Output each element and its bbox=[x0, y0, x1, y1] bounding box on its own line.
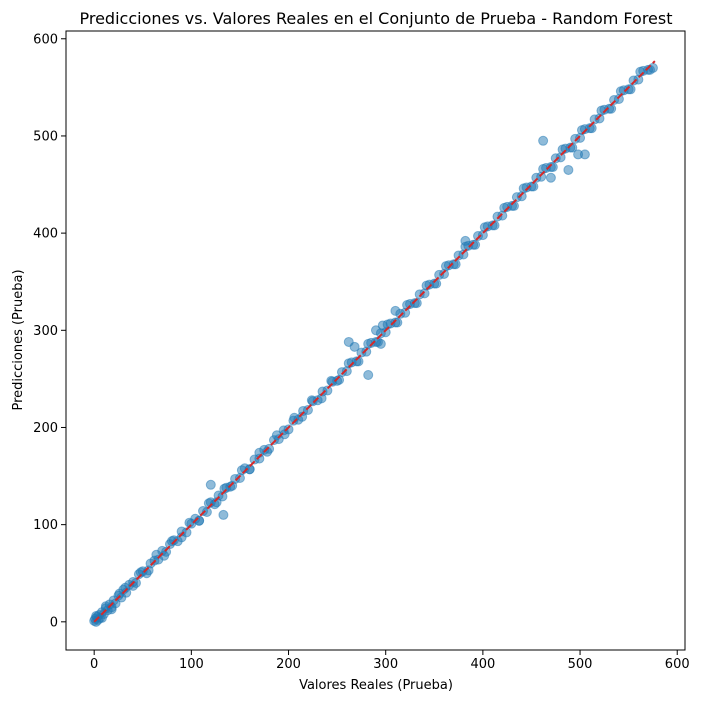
x-tick-label: 100 bbox=[179, 657, 204, 672]
scatter-point bbox=[363, 370, 374, 380]
y-tick-label: 0 bbox=[50, 615, 58, 630]
scatter-point bbox=[579, 149, 590, 160]
y-tick-label: 400 bbox=[33, 227, 58, 242]
x-tick-label: 400 bbox=[470, 657, 495, 672]
scatter-point bbox=[302, 404, 313, 415]
plot-frame bbox=[65, 30, 686, 651]
scatter-point bbox=[205, 479, 216, 490]
x-axis-ticks: 0 100 200 300 400 500 600 bbox=[90, 650, 690, 672]
scatter-point bbox=[227, 480, 238, 491]
scatter-point bbox=[390, 305, 401, 316]
x-axis-label: Valores Reales (Prueba) bbox=[299, 678, 453, 693]
x-tick-label: 200 bbox=[276, 657, 301, 672]
scatter-point bbox=[460, 235, 471, 246]
y-axis-label: Predicciones (Prueba) bbox=[11, 269, 26, 410]
scatter-point bbox=[218, 509, 229, 520]
x-tick-label: 500 bbox=[568, 657, 593, 672]
scatter-point bbox=[114, 588, 125, 599]
scatter-point bbox=[322, 385, 333, 396]
scatter-point bbox=[538, 135, 549, 146]
x-tick-label: 300 bbox=[373, 657, 398, 672]
chart-title: Predicciones vs. Valores Reales en el Co… bbox=[79, 9, 672, 28]
reference-line bbox=[93, 60, 656, 623]
points-layer bbox=[89, 62, 658, 627]
scatter-point bbox=[375, 338, 386, 349]
scatter-point bbox=[176, 532, 187, 543]
scatter-point bbox=[377, 320, 388, 331]
scatter-point bbox=[128, 580, 139, 591]
scatter-point bbox=[143, 565, 154, 576]
scatter-point bbox=[262, 446, 273, 457]
scatter-point bbox=[297, 411, 308, 422]
scatter-point bbox=[166, 536, 177, 547]
scatter-point bbox=[211, 497, 222, 508]
scatter-point bbox=[106, 604, 117, 615]
scatter-point bbox=[563, 164, 574, 175]
scatter-point bbox=[370, 325, 381, 336]
x-tick-label: 0 bbox=[90, 657, 98, 672]
y-tick-label: 500 bbox=[33, 129, 58, 144]
scatter-point bbox=[349, 341, 360, 352]
y-axis-ticks: 0 100 200 300 400 500 600 bbox=[33, 32, 66, 630]
y-tick-label: 200 bbox=[33, 421, 58, 436]
x-tick-label: 600 bbox=[665, 657, 690, 672]
scatter-point bbox=[545, 172, 556, 183]
y-tick-label: 300 bbox=[33, 324, 58, 339]
scatter-point bbox=[244, 464, 255, 475]
scatter-point bbox=[334, 374, 345, 385]
y-tick-label: 600 bbox=[33, 32, 58, 47]
scatter-point bbox=[279, 429, 290, 440]
reference-line-layer bbox=[93, 60, 656, 623]
y-tick-label: 100 bbox=[33, 518, 58, 533]
